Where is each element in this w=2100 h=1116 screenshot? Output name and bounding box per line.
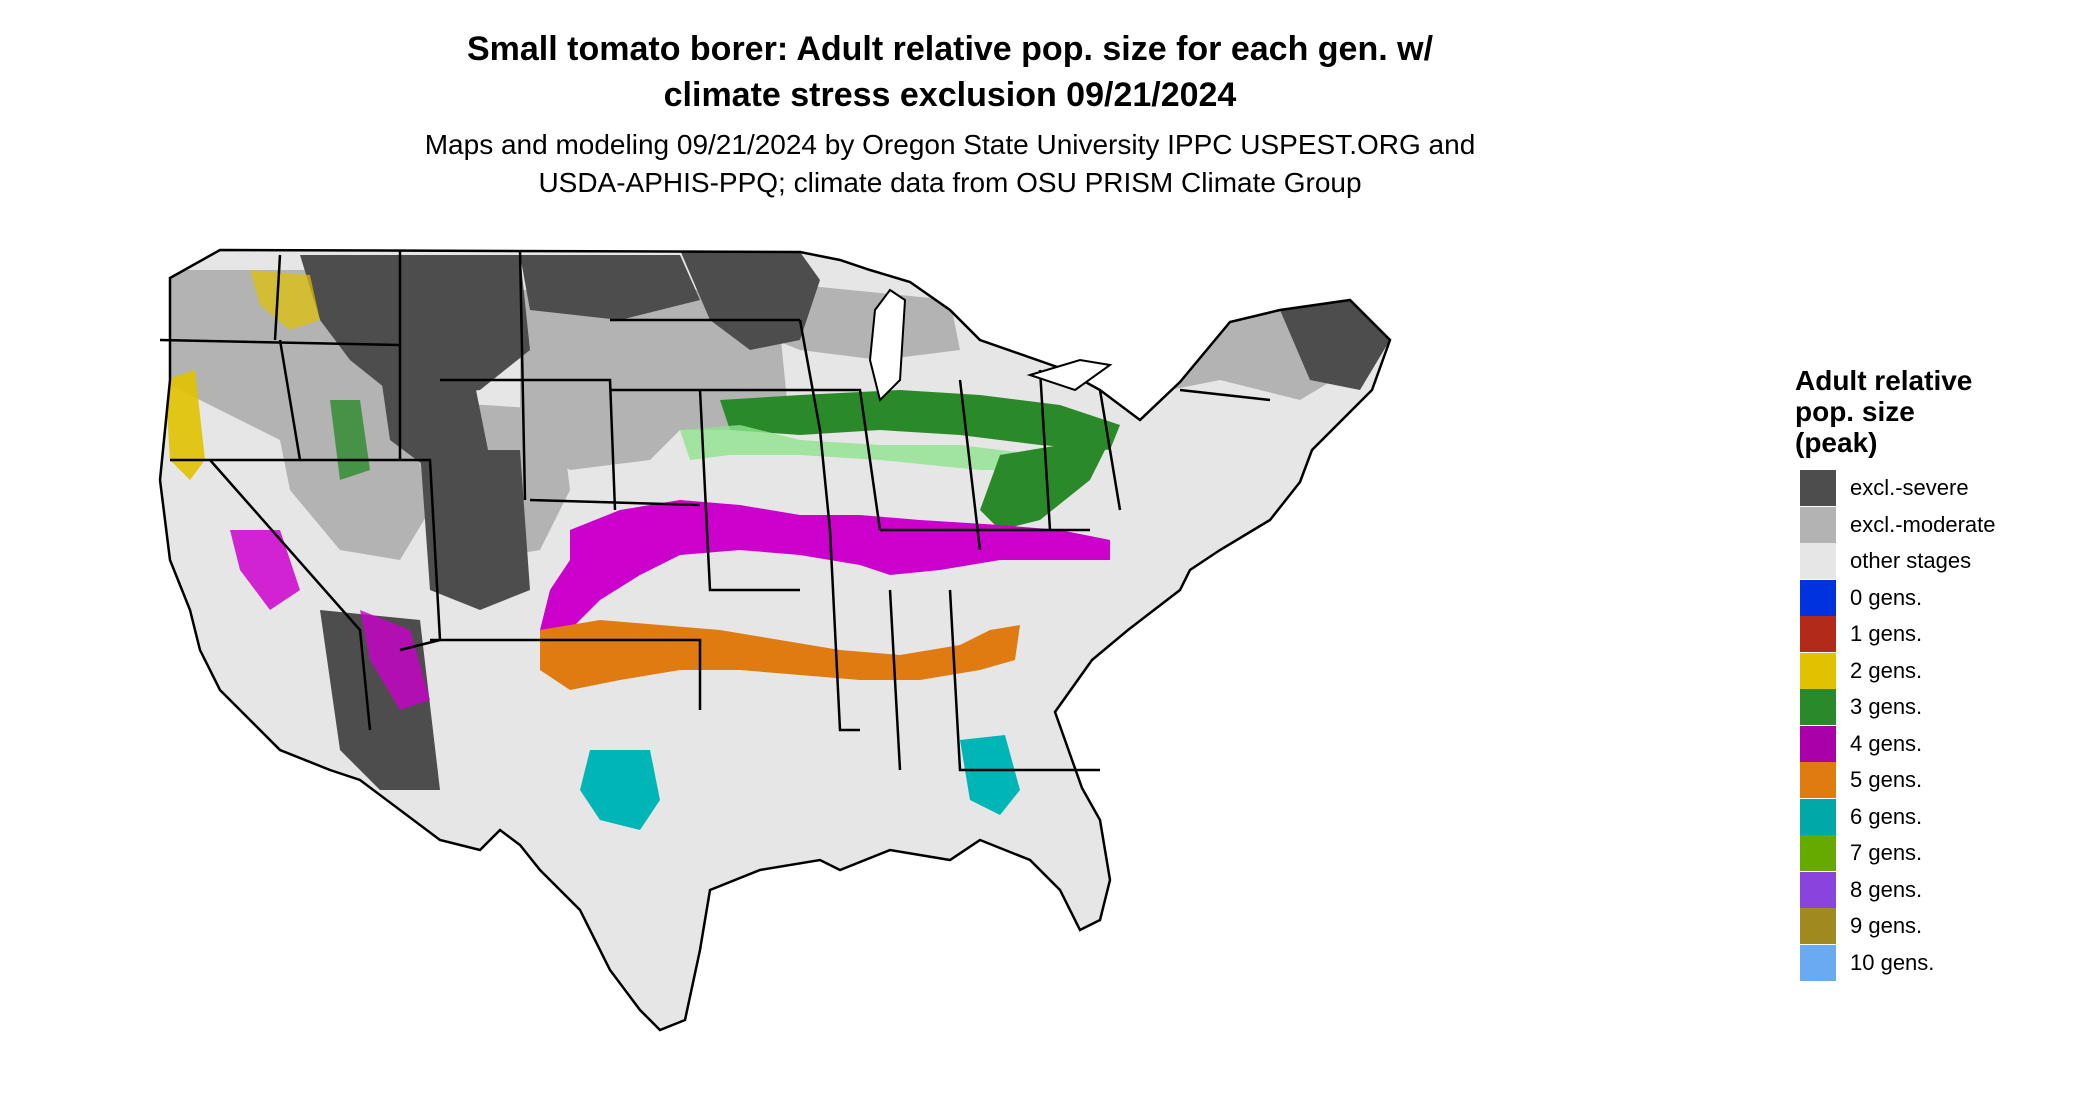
zone-gen5-gulf-band [540,620,1020,690]
legend-label: 7 gens. [1850,840,1923,865]
legend-label: 0 gens. [1850,584,1923,610]
legend-swatch [1800,470,1836,506]
legend-swatch [1800,908,1836,944]
zone-moderate-plains [520,290,790,470]
legend-label: 9 gens. [1850,913,1923,938]
legend-swatch [1800,543,1836,579]
legend-label: excl.-moderate [1850,511,1996,537]
legend-label: other stages [1850,548,1972,573]
zone-gen2-washington [250,270,320,330]
map-title-line-1: Small tomato borer: Adult relative pop. … [466,30,1434,68]
legend-swatch [1800,798,1836,835]
legend-swatch [1800,762,1836,798]
legend-title-line-2: pop. size [1795,396,1915,427]
map-subtitle-line-1: Maps and modeling 09/21/2024 by Oregon S… [424,129,1476,160]
map-subtitle-line-2: USDA-APHIS-PPQ; climate data from OSU PR… [538,167,1362,198]
lake-michigan [868,288,907,402]
zone-gen4-southwest [230,530,300,610]
zone-severe-maine [1280,300,1390,390]
legend-swatch [1800,689,1836,725]
legend-label: 8 gens. [1850,876,1923,902]
zone-severe-montana [300,255,530,400]
legend-swatch [1800,944,1836,981]
legend-swatch [1800,725,1836,762]
legend-swatch [1800,616,1836,652]
zone-gen3-appalachia [980,440,1110,530]
legend-label: 3 gens. [1850,694,1923,719]
legend-swatch [1800,871,1836,908]
zone-gen4-southern-band [540,500,1110,630]
legend-label: 2 gens. [1850,657,1923,683]
us-population-map [158,248,1392,1032]
zone-severe-wyoming [380,360,490,470]
legend-swatch [1800,579,1836,616]
zone-gen6-florida [960,735,1020,815]
great-lakes [868,288,1113,402]
state-boundaries [158,248,1392,1032]
zone-gen3-midwest-band [720,390,1120,450]
zone-gen6-south-texas [580,750,660,830]
legend-swatch [1800,652,1836,689]
legend-label: 5 gens. [1850,767,1923,792]
zone-gen4-arizona-edge [360,610,430,710]
legend-label: excl.-severe [1850,475,1969,500]
legend-swatch [1800,506,1836,543]
zone-severe-rockies [420,450,530,610]
map-title-line-2: climate stress exclusion 09/21/2024 [663,76,1237,114]
zone-gen2-oregon-coast [165,370,205,480]
zone-gen3-light-edges [680,425,1060,470]
legend-label: 6 gens. [1850,803,1923,829]
legend-title-line-1: Adult relative [1795,365,1973,396]
legend-label: 10 gens. [1850,949,1935,975]
zone-severe-minnesota [680,250,820,350]
legend-swatch [1800,835,1836,871]
legend-title: Adult relative pop. size (peak) [1795,365,1972,458]
legend-title-line-3: (peak) [1795,427,1878,458]
zone-severe-dakotas [520,255,700,320]
legend-label: 4 gens. [1850,730,1923,756]
lake-erie [1026,358,1113,392]
legend-label: 1 gens. [1850,621,1923,646]
